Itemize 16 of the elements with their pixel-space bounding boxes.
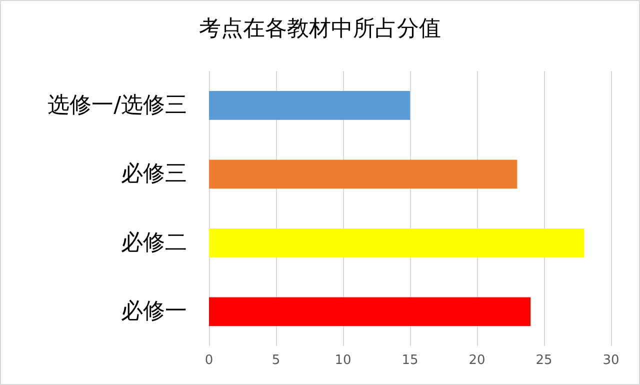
y-tick-label: 必修三: [121, 162, 187, 187]
y-tick-label: 必修一: [121, 299, 187, 324]
bar: [209, 228, 584, 258]
x-tick-label: 15: [402, 353, 418, 368]
y-tick-label: 选修一/选修三: [48, 92, 187, 118]
chart-title: 考点在各教材中所占分值: [199, 16, 441, 42]
x-tick-label: 5: [272, 353, 280, 368]
x-tick-label: 20: [468, 353, 486, 368]
bar: [209, 297, 531, 326]
x-tick-label: 0: [204, 353, 214, 368]
x-tick-label: 10: [334, 353, 352, 368]
bar: [209, 160, 518, 189]
x-tick-label: 30: [602, 353, 620, 368]
y-tick-label: 必修二: [121, 230, 187, 256]
bar: [209, 90, 410, 120]
x-tick-label: 25: [536, 353, 552, 368]
